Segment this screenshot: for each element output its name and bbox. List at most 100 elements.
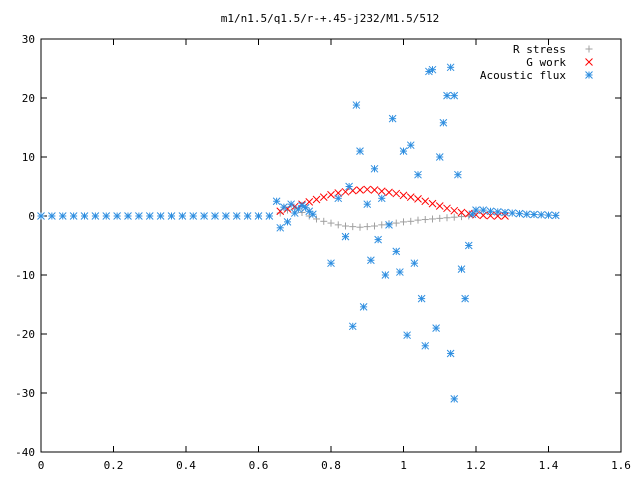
data-point [320, 217, 328, 225]
series-layer [37, 63, 560, 403]
data-point [501, 212, 509, 220]
data-point [381, 271, 390, 279]
data-point [283, 218, 292, 226]
data-point [414, 170, 422, 179]
data-point [80, 212, 89, 220]
data-point [406, 193, 415, 201]
data-point [454, 170, 462, 179]
data-point [421, 197, 430, 206]
y-tick-label: -10 [15, 269, 35, 282]
data-point [432, 324, 440, 332]
data-point [443, 214, 451, 222]
data-point [429, 215, 436, 223]
data-point [530, 210, 538, 219]
y-tick-label: -30 [15, 387, 35, 400]
data-point [312, 195, 321, 204]
data-point [272, 197, 281, 206]
data-point [327, 190, 335, 199]
data-point [403, 331, 411, 340]
data-point [421, 216, 429, 224]
data-point [370, 186, 379, 194]
data-point [91, 212, 100, 220]
legend-label: Acoustic flux [480, 69, 566, 82]
data-point [414, 216, 422, 224]
x-tick-label: 1.2 [466, 459, 486, 472]
legend-marker [585, 45, 593, 53]
x-tick-label: 0 [38, 459, 45, 472]
data-point [392, 247, 401, 256]
y-tick-label: 20 [22, 92, 35, 105]
data-point [515, 209, 524, 218]
data-point [392, 189, 401, 198]
data-point [283, 205, 292, 213]
legend-marker [585, 71, 593, 79]
data-point [493, 208, 502, 216]
y-tick-label: 30 [22, 33, 35, 46]
data-point [472, 206, 480, 214]
data-point [363, 185, 372, 194]
data-point [377, 194, 386, 203]
data-point [406, 141, 415, 150]
data-point [450, 91, 459, 100]
data-point [298, 208, 306, 216]
data-point [356, 147, 364, 155]
data-point [464, 241, 473, 250]
data-point [313, 215, 320, 223]
data-point [102, 212, 111, 220]
data-point [37, 212, 45, 220]
data-point [254, 212, 263, 220]
y-tick-label: -20 [15, 328, 35, 341]
legend-marker [585, 58, 593, 66]
data-point [428, 199, 437, 208]
y-tick-label: 10 [22, 151, 35, 164]
data-point [388, 114, 397, 123]
data-point [457, 208, 466, 217]
data-point [243, 212, 252, 220]
y-tick-label: -40 [15, 446, 35, 459]
data-point [113, 212, 121, 220]
data-point [334, 221, 342, 229]
data-point [421, 341, 430, 350]
data-point [189, 212, 198, 220]
data-point [211, 212, 219, 220]
data-point [392, 219, 400, 227]
data-point [377, 187, 386, 196]
data-point [319, 193, 328, 201]
data-point [446, 349, 455, 358]
data-point [156, 212, 165, 220]
legend-label: R stress [513, 43, 566, 56]
data-point [265, 212, 274, 220]
data-point [457, 265, 466, 273]
data-point [443, 204, 451, 213]
data-point [435, 153, 444, 161]
plot-frame [40, 38, 622, 453]
data-point [305, 197, 314, 206]
data-point [356, 186, 364, 194]
data-point [458, 213, 465, 221]
data-point [461, 294, 469, 303]
data-point [544, 211, 553, 219]
series-acoustic-flux [37, 63, 560, 403]
data-point [167, 212, 176, 220]
data-point [371, 222, 378, 230]
data-point [232, 212, 241, 220]
data-point [436, 214, 444, 222]
x-tick-label: 1.6 [611, 459, 631, 472]
data-point [385, 188, 393, 197]
data-point [425, 67, 433, 76]
data-point [551, 211, 560, 220]
data-point [367, 256, 375, 265]
x-tick-label: 1.4 [539, 459, 559, 472]
data-point [348, 322, 357, 331]
data-point [58, 212, 67, 220]
y-axis: 30 20 10 0 -10 -20 -30 -40 [15, 33, 621, 459]
data-point [443, 91, 451, 100]
x-axis: 0 0.2 0.4 0.6 0.8 1 1.2 1.4 1.6 [38, 39, 631, 472]
data-point [280, 203, 288, 212]
x-tick-label: 1 [400, 459, 407, 472]
legend-label: G work [526, 56, 566, 69]
data-point [399, 191, 408, 200]
data-point [69, 212, 78, 220]
data-point [341, 187, 350, 196]
